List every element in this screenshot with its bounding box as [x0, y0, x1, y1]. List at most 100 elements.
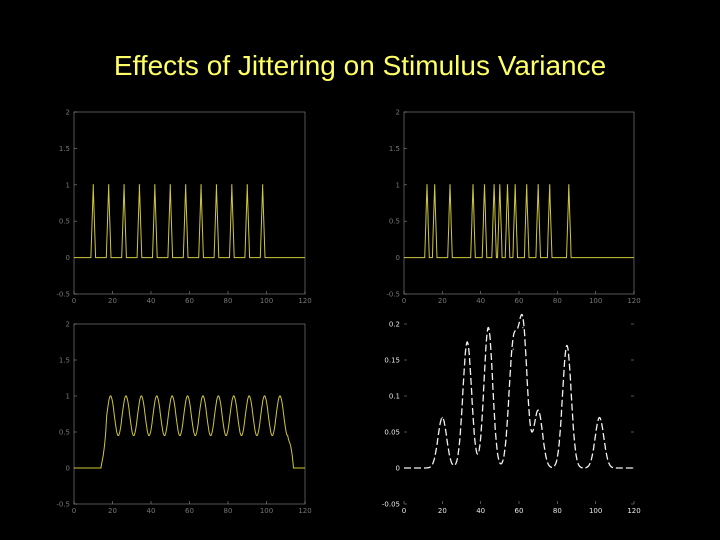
x-tick-label: 100	[589, 297, 602, 305]
x-tick-label: 60	[515, 507, 524, 515]
y-tick-label: 0	[396, 254, 400, 262]
data-point	[566, 344, 568, 347]
data-point	[232, 395, 235, 397]
x-tick-label: 100	[260, 507, 273, 515]
data-point	[138, 184, 141, 186]
series-line	[404, 313, 634, 469]
x-tick-label: 120	[298, 507, 311, 515]
x-tick-label: 40	[147, 297, 156, 305]
data-point	[215, 184, 218, 186]
y-tick-label: 1	[66, 393, 70, 401]
data-point	[514, 184, 516, 186]
x-tick-label: 60	[185, 297, 194, 305]
y-tick-label: 0.5	[59, 218, 70, 226]
y-tick-label: 0.1	[389, 393, 400, 401]
data-point	[263, 395, 266, 397]
data-point	[506, 184, 509, 186]
data-point	[107, 184, 110, 186]
y-tick-label: 0	[66, 254, 70, 262]
data-point	[246, 184, 249, 186]
data-point	[487, 326, 490, 329]
data-point	[109, 395, 112, 397]
series-line	[74, 184, 305, 259]
data-point	[449, 184, 451, 186]
data-point	[512, 348, 515, 351]
y-tick-label: 2	[66, 109, 70, 117]
data-point	[466, 341, 469, 343]
data-point	[125, 395, 127, 397]
y-tick-label: 0	[66, 465, 70, 473]
x-tick-label: 0	[72, 507, 76, 515]
x-tick-label: 0	[402, 297, 406, 305]
y-tick-label: 0.15	[384, 357, 400, 365]
data-point	[169, 184, 172, 186]
y-tick-label: 1.5	[59, 357, 70, 365]
data-point	[92, 184, 95, 186]
y-tick-label: -0.5	[386, 291, 400, 299]
y-tick-label: -0.5	[56, 291, 70, 299]
x-tick-label: 20	[108, 507, 117, 515]
x-tick-label: 40	[147, 507, 156, 515]
data-point	[426, 184, 428, 186]
y-tick-label: 0.5	[59, 429, 70, 437]
data-point	[171, 395, 173, 397]
series-line	[404, 184, 634, 259]
data-point	[472, 184, 474, 186]
x-tick-label: 20	[438, 297, 447, 305]
data-point	[231, 184, 233, 186]
series-line	[74, 395, 305, 469]
x-tick-label: 100	[260, 297, 273, 305]
x-tick-label: 100	[589, 507, 602, 515]
y-tick-label: 1	[66, 181, 70, 189]
x-tick-label: 60	[185, 507, 194, 515]
y-tick-label: 0.5	[389, 218, 400, 226]
data-point	[202, 395, 204, 397]
x-tick-label: 120	[627, 297, 640, 305]
y-tick-label: 0	[396, 465, 400, 473]
data-point	[522, 326, 524, 329]
data-point	[155, 395, 158, 397]
data-point	[598, 416, 601, 419]
data-point	[200, 184, 202, 186]
data-point	[186, 395, 189, 397]
x-tick-label: 0	[72, 297, 76, 305]
data-point	[483, 184, 486, 186]
x-tick-label: 20	[438, 507, 447, 515]
slide-title: Effects of Jittering on Stimulus Varianc…	[113, 50, 607, 81]
x-tick-label: 120	[298, 297, 311, 305]
data-point	[568, 184, 570, 186]
data-point	[537, 184, 539, 186]
y-tick-label: 2	[396, 109, 400, 117]
data-point	[525, 184, 528, 186]
y-tick-label: 0.2	[389, 321, 400, 329]
x-tick-label: 0	[402, 507, 406, 515]
y-tick-label: 2	[66, 321, 70, 329]
y-tick-label: -0.05	[382, 501, 400, 509]
data-point	[140, 395, 143, 397]
data-point	[154, 184, 156, 186]
x-tick-label: 80	[553, 297, 562, 305]
data-point	[184, 184, 187, 186]
data-point	[441, 416, 444, 419]
data-point	[499, 184, 501, 186]
data-point	[279, 395, 281, 397]
y-tick-label: 1.5	[389, 145, 400, 153]
data-point	[217, 395, 220, 397]
data-point	[123, 184, 125, 186]
data-point	[261, 184, 264, 186]
x-tick-label: 80	[224, 507, 233, 515]
x-tick-label: 120	[627, 507, 640, 515]
x-tick-label: 80	[553, 507, 562, 515]
data-point	[548, 184, 551, 186]
y-tick-label: -0.5	[56, 501, 70, 509]
y-tick-label: 0.05	[384, 429, 400, 437]
data-point	[433, 184, 436, 186]
y-tick-label: 1	[396, 181, 400, 189]
y-tick-label: 1.5	[59, 145, 70, 153]
x-tick-label: 40	[476, 297, 485, 305]
x-tick-label: 20	[108, 297, 117, 305]
